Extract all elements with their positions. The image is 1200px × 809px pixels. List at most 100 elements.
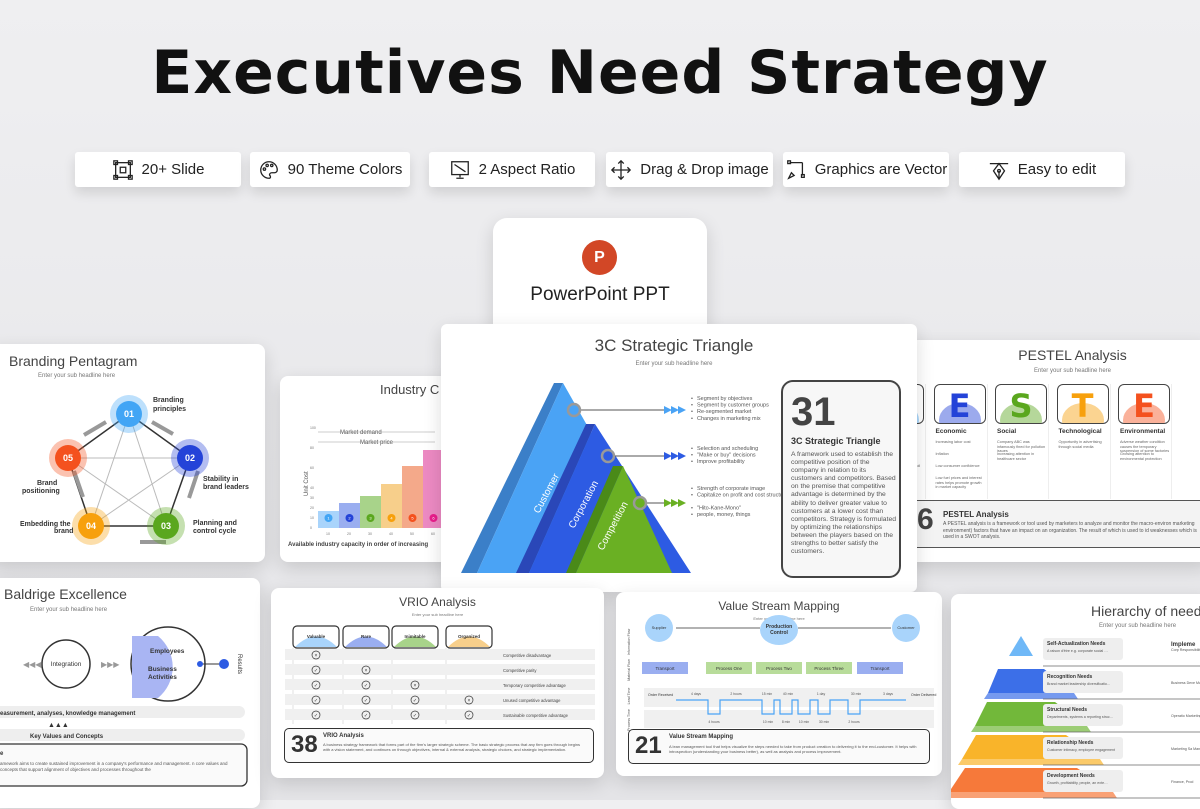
node-number: 05 [63, 453, 73, 463]
svg-text:✓: ✓ [314, 713, 318, 719]
pestel-letter: E [1133, 387, 1155, 424]
slide-number: 38 [291, 731, 318, 758]
column-label: Organized [458, 634, 480, 639]
arrow-right-icon: ▶▶▶ [101, 660, 120, 669]
svg-text:▲▲▲: ▲▲▲ [48, 722, 69, 729]
check-icon [361, 710, 371, 720]
powerpoint-label: PowerPoint PPT [530, 284, 670, 305]
lead-time: 3 days [883, 692, 893, 696]
svg-text:✓: ✓ [364, 698, 368, 704]
level-desc: Departments, systems a reporting struc… [1047, 715, 1114, 719]
vrio-info-box: 38 VRIO Analysis A business strategy fra… [284, 728, 594, 763]
y-tick: 80 [310, 446, 314, 450]
svg-text:✓: ✓ [413, 713, 417, 719]
lead-time: 2 hours [730, 692, 742, 696]
check-icon [311, 665, 321, 675]
slide-baldrige-excellence: Baldrige Excellence Enter your sub headl… [0, 578, 260, 808]
feature-label: Graphics are Vector [814, 161, 948, 178]
svg-text:positioning: positioning [22, 488, 60, 495]
bar-marker [387, 514, 396, 522]
control-node [760, 615, 798, 645]
feature-label: 90 Theme Colors [287, 161, 403, 178]
powerpoint-logo-icon: P [582, 240, 617, 275]
svg-text:Branding: Branding [153, 397, 184, 404]
svg-text:•: • [691, 409, 693, 415]
implementation-header: Impleme [1171, 642, 1196, 648]
process-step [857, 662, 903, 674]
x-tick: 50 [410, 532, 414, 536]
check-icon [311, 710, 321, 720]
bar-number: 5 [411, 516, 414, 521]
box-text: A framework used to establish the compet… [791, 451, 897, 556]
corporation-layer-side [516, 424, 595, 573]
triangle-info-box: 31 3C Strategic Triangle A framework use… [781, 380, 901, 578]
slide-subtitle: Enter your sub headline here [411, 612, 464, 617]
process-time: 4 hours [708, 720, 720, 724]
check-icon [361, 680, 371, 690]
pestel-note: Inflation [935, 452, 949, 456]
svg-text:Planning and: Planning and [193, 520, 237, 527]
y-axis-label: Unit Cost [304, 471, 310, 496]
svg-text:×: × [365, 668, 368, 674]
svg-text:✓: ✓ [364, 683, 368, 689]
bar-marker [429, 514, 438, 522]
step-label: Process Two [766, 666, 792, 671]
measurement-label: easurement, analyses, knowledge manageme… [0, 711, 135, 717]
process-time: 30 min [819, 720, 829, 724]
lead-time: 30 min [851, 692, 861, 696]
svg-text:•: • [691, 453, 693, 459]
cross-icon [361, 665, 371, 675]
slide-title: Hierarchy of need [1091, 603, 1200, 619]
pestel-letter-box: E [1118, 384, 1170, 424]
vsm-info-box: 21 Value Stream Mapping A lean managemen… [628, 729, 930, 764]
pestel-name: Technological [1058, 428, 1102, 435]
bar-number: 2 [348, 516, 351, 521]
bar [402, 466, 423, 528]
level-name: Development Needs [1047, 773, 1095, 779]
pestel-note: Low consumer confidence [935, 464, 980, 468]
check-icon [410, 710, 420, 720]
lead-time: 40 min [783, 692, 793, 696]
bar-number: 6 [432, 516, 435, 521]
level-name: Recognition Needs [1047, 674, 1093, 680]
bar-number: 3 [369, 516, 372, 521]
pestel-letter-box: S [995, 384, 1047, 424]
process-time: 10 min [763, 720, 773, 724]
pentagram-node [153, 513, 179, 539]
slide-industry-cost: Industry C Market demand Market price Un… [280, 376, 460, 562]
bar-marker [345, 514, 354, 522]
industry-bar-chart: Market demand Market price Unit Cost 100… [304, 426, 456, 536]
y-tick: 20 [310, 506, 314, 510]
box-text: A business strategy framework that forms… [323, 742, 581, 753]
slide-title: Value Stream Mapping [718, 599, 840, 613]
step-label: Process One [716, 666, 743, 671]
feature-label: 20+ Slide [141, 161, 205, 178]
svg-text:✓: ✓ [314, 698, 318, 704]
bullet-text: Selection and scheduling [697, 446, 758, 452]
svg-text:✓: ✓ [314, 668, 318, 674]
slide-title: 3C Strategic Triangle [594, 336, 754, 355]
level-desc: A raison d'être e.g. corporate social … [1047, 649, 1108, 653]
slide-title: Industry C [380, 382, 440, 397]
slide-title: Branding Pentagram [9, 353, 138, 369]
supplier-node [645, 614, 673, 642]
feature-dragdrop: Drag & Drop image [606, 152, 773, 187]
step-label: Transport [870, 666, 890, 671]
svg-text:•: • [691, 506, 693, 512]
process-time: 2 hours [848, 720, 860, 724]
y-tick: 60 [310, 466, 314, 470]
slide-subtitle: Enter your sub headline here [30, 607, 108, 613]
node-number: 04 [86, 521, 96, 531]
order-received: Order Received [648, 693, 673, 697]
slide-vrio-analysis: VRIO Analysis Enter your sub headline he… [271, 588, 604, 778]
customer-node [892, 614, 920, 642]
slide-title: PESTEL Analysis [1018, 347, 1127, 363]
baldrige-diagram: Integration ◀◀◀ ▶▶▶ Employees Results ea… [0, 626, 248, 787]
customer-layer-side [461, 383, 563, 573]
slide-title: VRIO Analysis [399, 595, 476, 609]
vrio-row [285, 694, 595, 705]
check-icon [410, 695, 420, 705]
check-icon [311, 695, 321, 705]
arrow-chevrons-icon [664, 406, 686, 507]
vrio-row [285, 679, 595, 690]
